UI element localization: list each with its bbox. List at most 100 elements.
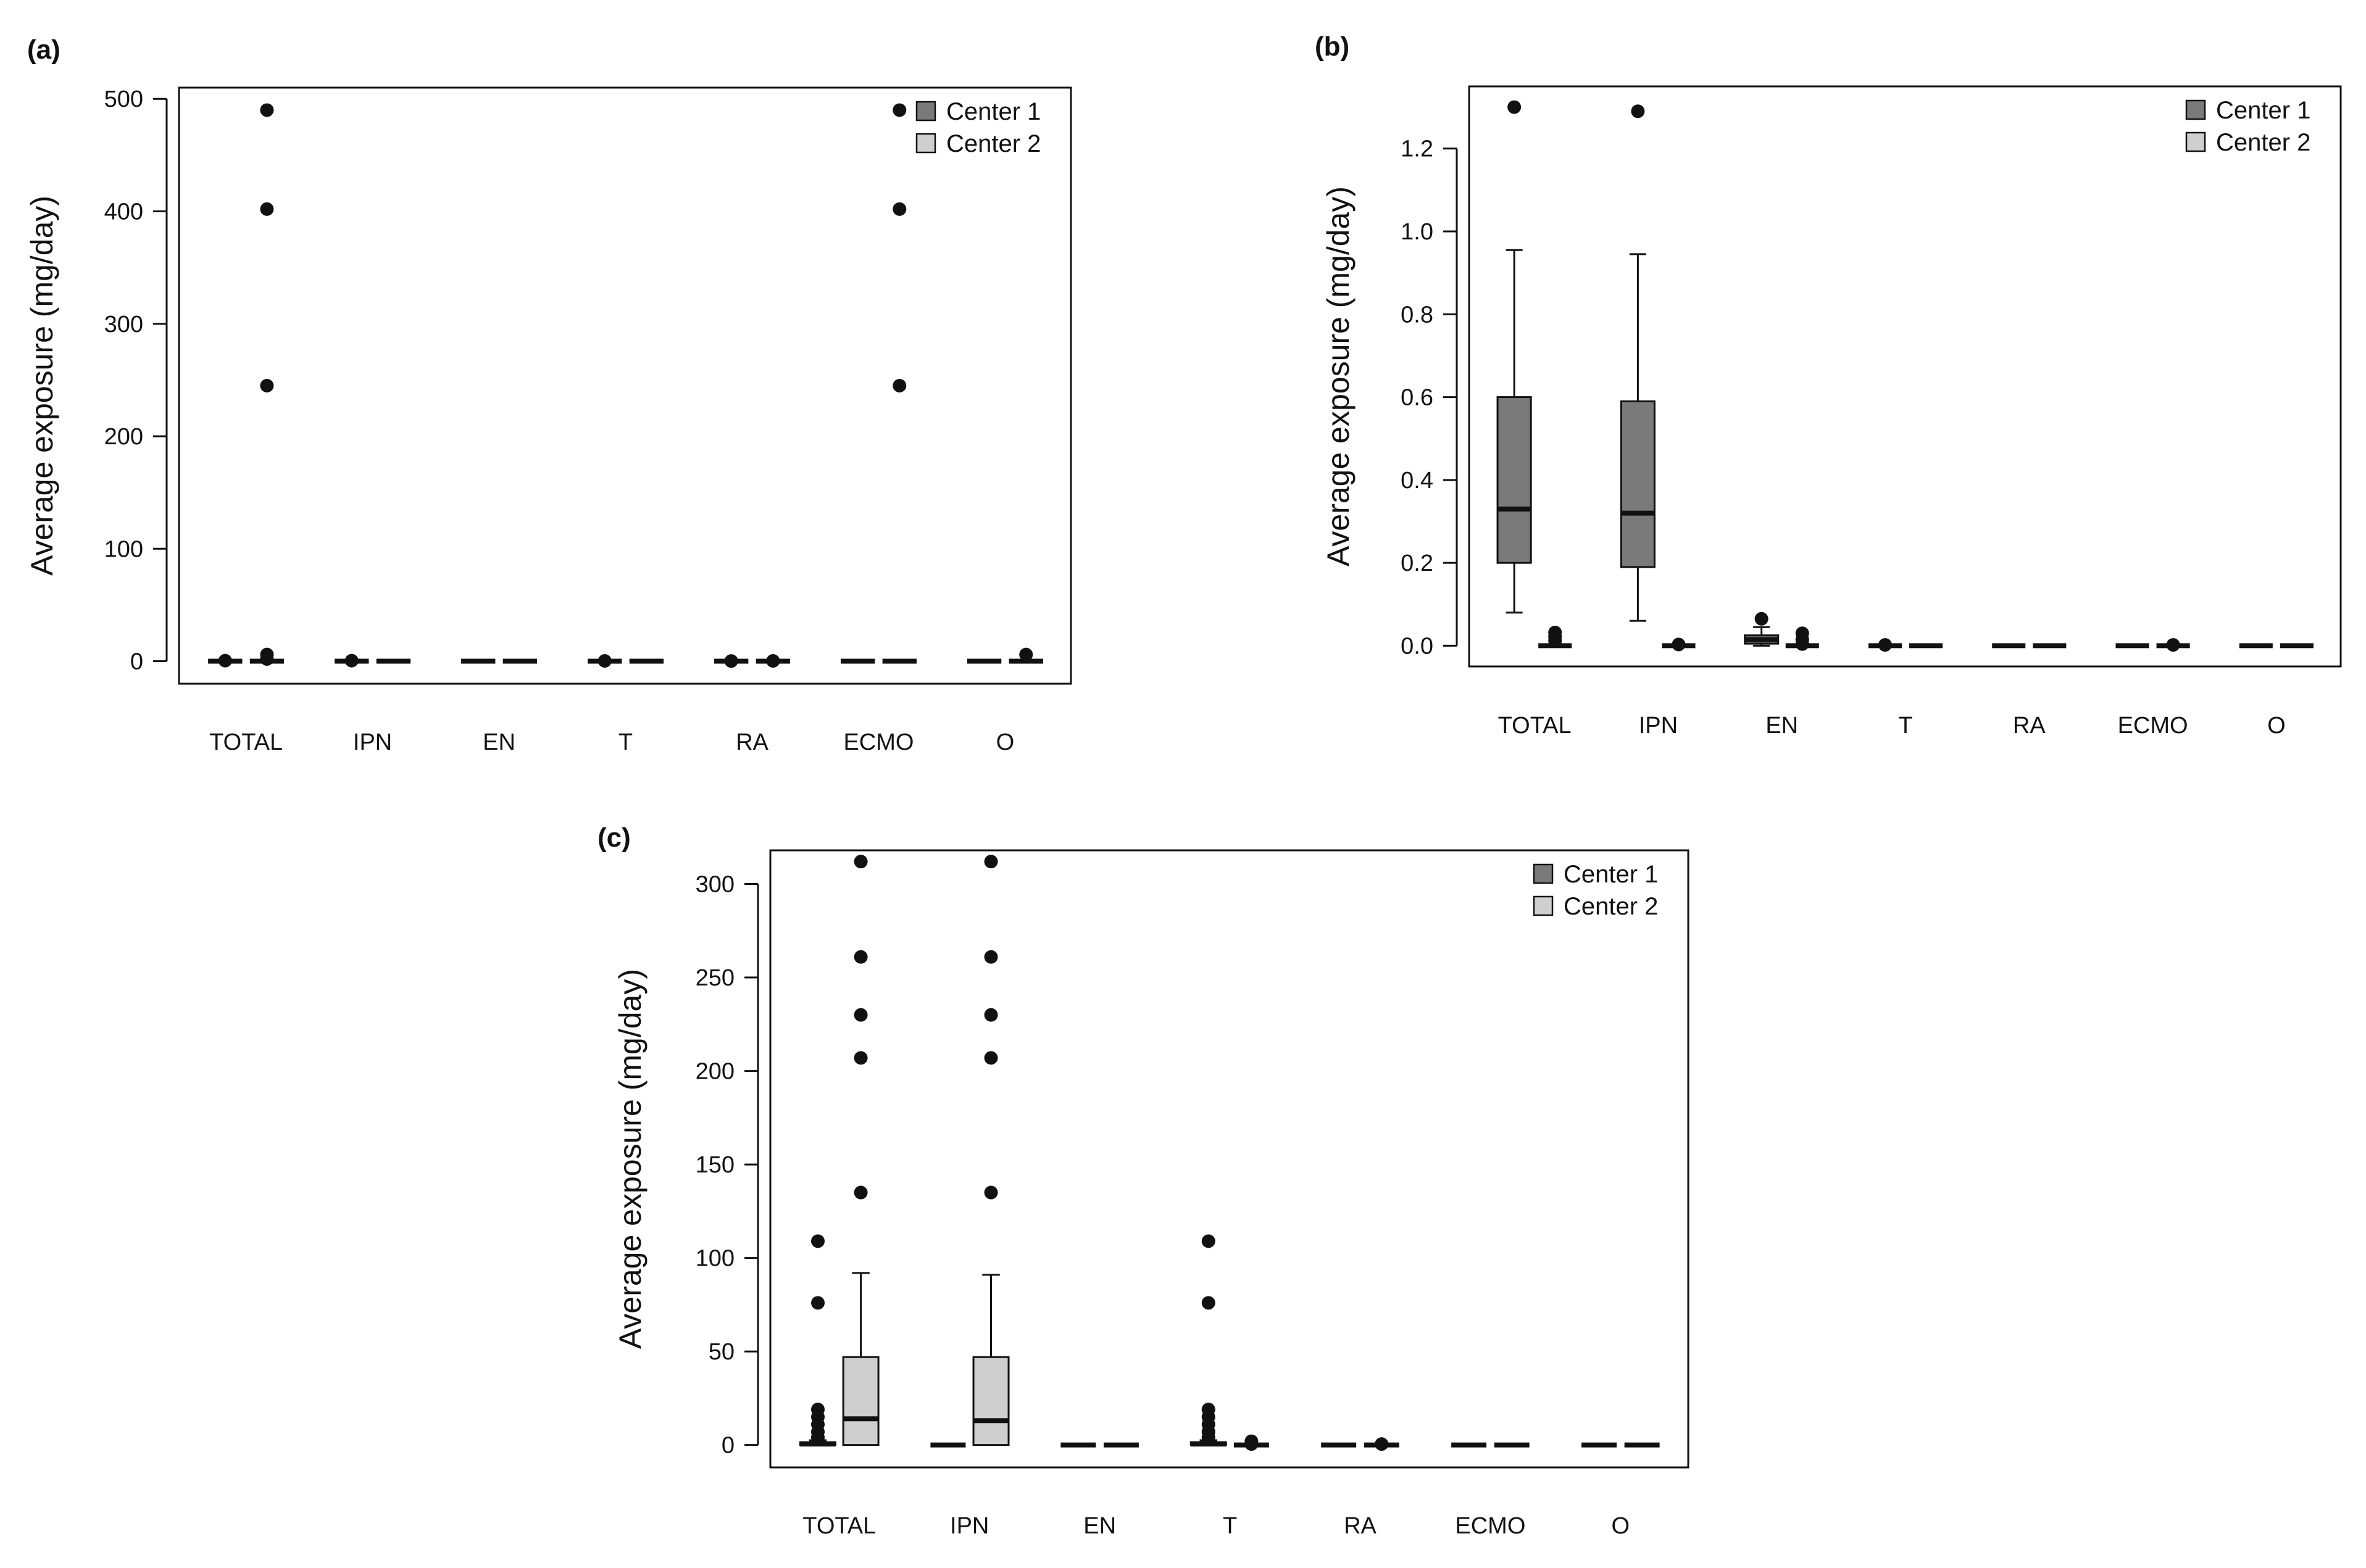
y-tick-label: 300 xyxy=(696,872,735,898)
outlier-point xyxy=(810,1234,825,1248)
x-tick-label: TOTAL xyxy=(209,729,283,755)
y-axis-title: Average exposure (mg/day) xyxy=(25,196,59,576)
y-tick-label: 200 xyxy=(696,1059,735,1085)
boxplot-center-1-ipn xyxy=(1620,104,1656,622)
x-tick-label: RA xyxy=(1344,1513,1377,1539)
boxplot-center-1-total xyxy=(799,1234,836,1447)
outlier-point xyxy=(1548,634,1562,648)
boxplot-center-2-en xyxy=(1785,626,1819,651)
panel-label: (c) xyxy=(598,823,631,853)
panel-label: (b) xyxy=(1315,31,1349,62)
outlier-point xyxy=(1507,100,1522,114)
x-tick-label: T xyxy=(619,729,633,755)
legend-swatch xyxy=(915,133,936,154)
outlier-point xyxy=(260,379,274,392)
panel-label: (a) xyxy=(27,35,60,65)
outlier-point xyxy=(854,1185,868,1200)
boxplot-center-2-ra xyxy=(756,654,790,668)
legend-label: Center 2 xyxy=(2216,129,2310,156)
boxplot-center-1-total xyxy=(208,653,243,668)
boxplot-center-2-total xyxy=(1538,625,1572,649)
outlier-point xyxy=(984,855,998,869)
outlier-point xyxy=(1201,1234,1215,1248)
x-tick-label: TOTAL xyxy=(802,1513,876,1539)
outlier-point xyxy=(893,202,907,216)
y-axis-title: Average exposure (mg/day) xyxy=(613,969,648,1349)
y-tick-label: 0 xyxy=(130,649,143,675)
outlier-point xyxy=(1019,647,1033,662)
x-tick-label: IPN xyxy=(353,729,392,755)
x-tick-label: RA xyxy=(736,729,769,755)
outlier-point xyxy=(984,950,998,964)
boxplot-center-1-ra xyxy=(714,654,749,668)
legend-item-center-2: Center 2 xyxy=(2185,129,2310,156)
outlier-point xyxy=(854,1008,868,1022)
boxplot-center-2-ra xyxy=(1364,1437,1399,1451)
x-tick-label: RA xyxy=(2013,713,2046,739)
outlier-point xyxy=(810,1296,825,1310)
boxplot-center-2-total xyxy=(842,855,880,1446)
outlier-point xyxy=(724,654,738,668)
outlier-point xyxy=(1754,612,1768,626)
y-tick-label: 0 xyxy=(722,1433,735,1459)
y-axis-title: Average exposure (mg/day) xyxy=(1321,186,1356,566)
outlier-point xyxy=(1795,637,1809,651)
outlier-point xyxy=(854,855,868,869)
y-tick-label: 200 xyxy=(104,424,143,450)
outlier-point xyxy=(260,652,274,666)
legend-item-center-1: Center 1 xyxy=(2185,97,2310,124)
y-tick-label: 100 xyxy=(696,1246,735,1272)
y-tick-label: 1.0 xyxy=(1401,219,1433,245)
outlier-point xyxy=(1878,638,1892,652)
x-tick-label: ECMO xyxy=(2118,713,2188,739)
y-tick-label: 300 xyxy=(104,312,143,338)
legend-swatch xyxy=(1533,895,1554,916)
y-tick-label: 0.8 xyxy=(1401,302,1433,328)
outlier-point xyxy=(1375,1437,1389,1451)
outlier-point xyxy=(2166,638,2180,652)
boxplot-center-2-o xyxy=(1009,647,1043,664)
x-tick-label: ECMO xyxy=(1455,1513,1525,1539)
plot-frame xyxy=(769,849,1689,1469)
x-tick-label: O xyxy=(2267,713,2286,739)
y-tick-label: 500 xyxy=(104,86,143,112)
x-tick-label: T xyxy=(1898,713,1912,739)
outlier-point xyxy=(854,950,868,964)
boxplot-center-2-ipn xyxy=(1662,637,1696,652)
box xyxy=(972,1356,1010,1446)
legend-item-center-1: Center 1 xyxy=(1533,861,1658,888)
boxplot-center-2-ipn xyxy=(972,855,1010,1446)
boxplot-center-2-ecmo xyxy=(882,103,917,664)
outlier-point xyxy=(893,103,907,117)
outlier-point xyxy=(218,653,232,668)
boxplot-center-1-en xyxy=(1744,612,1780,647)
x-tick-label: ECMO xyxy=(843,729,914,755)
outlier-point xyxy=(854,1051,868,1065)
y-tick-label: 1.2 xyxy=(1401,136,1433,162)
chart-panel-a: (a) 0 100 200 300 400 500 Average exposure (mg/… xyxy=(25,35,1072,755)
legend-swatch xyxy=(915,101,936,122)
legend-label: Center 1 xyxy=(946,98,1041,125)
y-tick-label: 400 xyxy=(104,199,143,225)
x-tick-label: EN xyxy=(483,729,515,755)
boxplot-center-2-total xyxy=(249,103,285,666)
box xyxy=(1620,400,1656,568)
plot-frame xyxy=(178,86,1072,685)
outlier-point xyxy=(810,1430,825,1445)
box xyxy=(842,1356,880,1446)
x-tick-label: EN xyxy=(1765,713,1798,739)
outlier-point xyxy=(1244,1437,1259,1451)
x-tick-label: IPN xyxy=(1639,713,1678,739)
legend-swatch xyxy=(2185,99,2206,120)
outlier-point xyxy=(1631,104,1645,118)
outlier-point xyxy=(893,379,907,392)
y-tick-label: 0.6 xyxy=(1401,385,1433,411)
outlier-point xyxy=(1672,637,1686,652)
x-tick-label: TOTAL xyxy=(1498,713,1572,739)
outlier-point xyxy=(1201,1430,1215,1445)
legend-swatch xyxy=(2185,131,2206,152)
y-tick-label: 0.2 xyxy=(1401,550,1433,576)
legend-item-center-1: Center 1 xyxy=(915,98,1041,125)
boxplot-center-1-t xyxy=(1868,638,1902,652)
